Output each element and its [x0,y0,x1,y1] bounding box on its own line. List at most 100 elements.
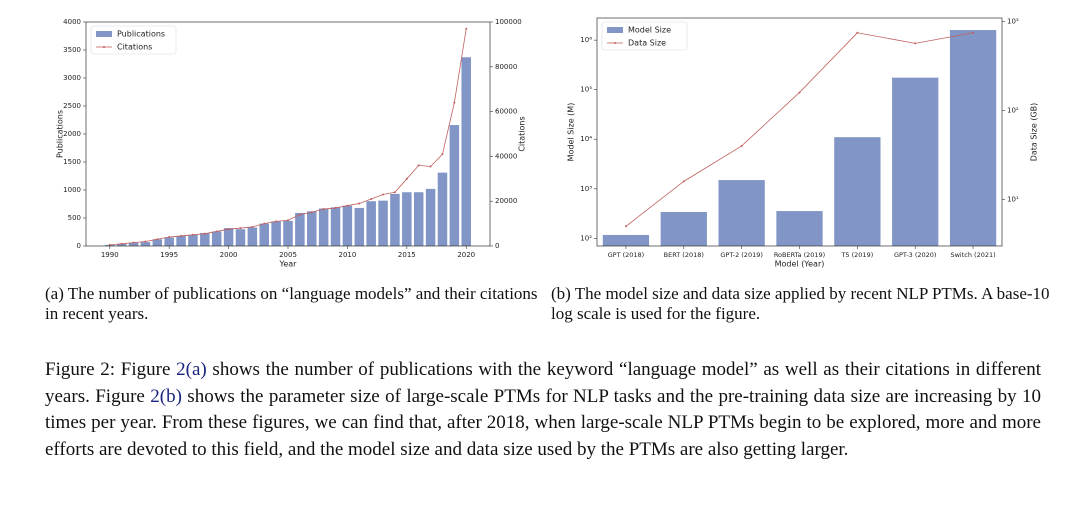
bar [200,233,210,246]
line-marker [465,27,468,30]
bar [128,242,139,246]
bar [660,211,707,246]
legend-swatch [96,31,112,37]
y-tick-label: 2500 [63,102,81,110]
bar [295,212,305,246]
bar [892,77,939,246]
bar [164,237,174,246]
line-marker [393,191,396,194]
y-tick-label: 3000 [63,74,81,82]
line [109,28,467,246]
y-tick-label: 2000 [63,130,81,138]
x-tick-label: 2000 [220,251,238,259]
bar [283,220,293,246]
line-marker [370,197,373,200]
subcaption-b: (b) The model size and data size applied… [551,284,1050,323]
line-marker [358,202,361,205]
y-tick-label: 0 [77,242,81,250]
figure-caption: Figure 2: Figure 2(a) shows the number o… [45,357,1041,463]
y-tick-label: 500 [68,214,81,222]
line-marker [334,206,337,209]
x-tick-label: Switch (2021) [950,251,995,259]
bar [425,188,436,246]
chart-model-size: 10² 10³ 10⁴ 10⁵ 10⁶ 10¹ 10² 10³ GPT (2018) BERT (… [567,17,1039,269]
x-tick-label: GPT-2 (2019) [720,251,763,259]
y2-tick-label: 10² [1007,107,1019,115]
line-marker [120,242,123,245]
line-marker [275,220,278,223]
legend-box [601,21,688,51]
bar [602,234,650,246]
line-marker [405,177,408,180]
bar [437,172,448,246]
y-axis-label: Publications [56,110,65,158]
line-marker [453,101,456,104]
line-marker [287,219,289,222]
bar [176,235,186,246]
x-tick-label: 1995 [160,251,178,259]
bar [718,180,765,246]
y2-tick-label: 20000 [495,197,517,205]
line-marker [168,236,171,239]
caption-ref[interactable]: 2(a) [176,359,207,380]
bar [449,125,460,246]
line-marker [856,31,859,34]
line-marker [298,213,301,216]
bar [259,223,269,246]
line-marker [263,222,266,225]
bar [776,211,823,246]
caption-ref[interactable]: 2(b) [150,385,182,407]
bar [140,242,151,246]
bar [152,239,163,246]
legend-box [90,25,177,55]
bar [223,228,234,246]
subcaption-a: (a) The number of publications on “langu… [45,284,538,323]
x-tick-label: 2015 [398,251,416,259]
bar [834,137,881,246]
x-tick-label: GPT (2018) [608,251,645,259]
line-marker [740,144,743,147]
line-marker [310,211,313,214]
legend-label: Publications [117,30,165,39]
bar [461,57,471,246]
caption-text: Figure 2: Figure [45,359,177,380]
y2-axis-label: Data Size (GB) [1030,103,1039,162]
bar [116,243,127,246]
y-tick-label: 10³ [580,185,592,193]
y2-tick-label: 10³ [1007,18,1019,26]
bar [402,192,412,246]
x-tick-label: 2020 [457,251,475,259]
bar [330,207,341,246]
bar [413,192,424,246]
y2-tick-label: 60000 [495,108,517,116]
bar [271,221,281,246]
y2-tick-label: 40000 [495,152,517,160]
x-tick-label: RoBERTa (2019) [774,251,825,259]
line-marker [346,204,349,207]
x-tick-label: GPT-3 (2020) [894,251,937,259]
line-marker [227,228,230,231]
x-tick-label: 1990 [101,251,119,259]
bar [342,205,353,246]
line-marker [322,208,325,211]
x-tick-label: BERT (2018) [664,251,704,259]
y2-tick-label: 10¹ [1007,196,1019,204]
legend-label: Model Size [628,26,671,35]
line-marker [132,241,135,244]
line-marker [382,193,385,196]
plot-frame [85,21,491,247]
line-marker [108,243,111,246]
caption-text: shows the parameter size of large-scale … [45,385,1041,460]
x-tick-label: T5 (2019) [840,251,873,259]
line-marker [429,165,432,168]
y-tick-label: 10⁴ [580,135,592,143]
y-tick-label: 1000 [63,186,81,194]
bar [366,201,376,246]
bar [354,207,365,246]
y-tick-label: 3500 [63,46,81,54]
y2-tick-label: 0 [495,242,499,250]
y2-tick-label: 100000 [495,18,522,26]
plot-frame [596,17,1003,247]
line-marker [215,230,218,233]
